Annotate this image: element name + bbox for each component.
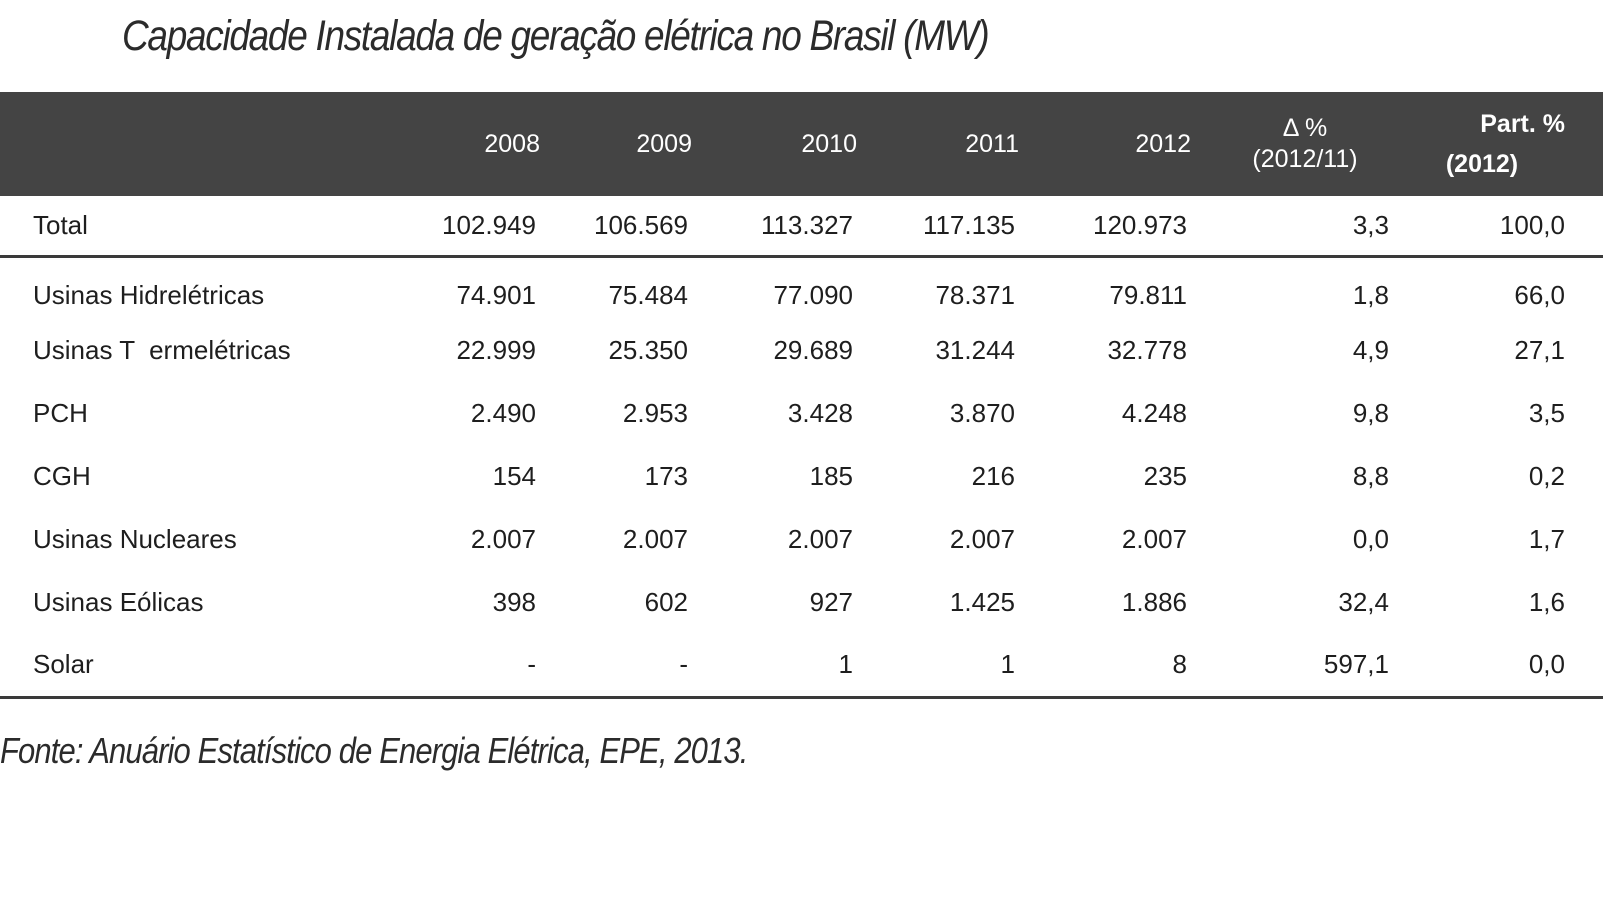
cell-2012: 2.007 bbox=[1121, 524, 1187, 554]
header-year-2008: 2008 bbox=[484, 129, 540, 158]
cell-part: 0,2 bbox=[1528, 461, 1565, 491]
cell-2012: 8 bbox=[1024, 634, 1196, 699]
table-header: 2008 2009 2010 2011 2012 Δ % (2012/11) P… bbox=[0, 92, 1603, 196]
cell-2011: 1 bbox=[862, 634, 1024, 699]
cell-delta: 8,8 bbox=[1352, 461, 1389, 491]
cell-delta: 32,4 bbox=[1338, 587, 1389, 617]
cell-2008: 398 bbox=[492, 587, 536, 617]
row-label: CGH bbox=[33, 461, 91, 491]
header-year-2012: 2012 bbox=[1135, 129, 1191, 158]
cell-2008: 74.901 bbox=[456, 279, 536, 310]
cell-2010: 1 bbox=[697, 634, 862, 699]
row-label: Total bbox=[0, 196, 405, 258]
table-row: Usinas T ermelétricas 22.999 25.350 29.6… bbox=[0, 319, 1603, 382]
capacity-table: 2008 2009 2010 2011 2012 Δ % (2012/11) P… bbox=[0, 92, 1603, 699]
cell-2009: 2.007 bbox=[622, 524, 688, 554]
cell-2010: 3.428 bbox=[787, 398, 853, 428]
row-label: PCH bbox=[33, 398, 88, 428]
cell-2012: 120.973 bbox=[1024, 196, 1196, 258]
cell-delta: 1,8 bbox=[1352, 279, 1389, 310]
cell-2009: 25.350 bbox=[608, 335, 688, 365]
cell-2011: 31.244 bbox=[935, 335, 1015, 365]
cell-2008: - bbox=[405, 634, 545, 699]
row-label: Solar bbox=[0, 634, 405, 699]
header-year-2011: 2011 bbox=[965, 129, 1019, 158]
table-row: Usinas Eólicas 398 602 927 1.425 1.886 3… bbox=[0, 571, 1603, 634]
header-part-line1: Part. % bbox=[1480, 110, 1565, 138]
table-row: Usinas Hidrelétricas 74.901 75.484 77.09… bbox=[0, 256, 1603, 319]
header-year-2009: 2009 bbox=[636, 129, 692, 158]
cell-2010: 185 bbox=[809, 461, 853, 491]
cell-part: 1,6 bbox=[1528, 587, 1565, 617]
cell-2012: 4.248 bbox=[1121, 398, 1187, 428]
cell-delta: 9,8 bbox=[1352, 398, 1389, 428]
cell-part: 100,0 bbox=[1389, 196, 1603, 258]
table-row: Solar - - 1 1 8 597,1 0,0 bbox=[0, 634, 1603, 699]
header-label bbox=[0, 92, 405, 196]
cell-part: 1,7 bbox=[1528, 524, 1565, 554]
cell-2010: 2.007 bbox=[787, 524, 853, 554]
cell-2010: 113.327 bbox=[697, 196, 862, 258]
row-label: Usinas Eólicas bbox=[33, 587, 204, 617]
table-row: Usinas Nucleares 2.007 2.007 2.007 2.007… bbox=[0, 508, 1603, 571]
cell-2011: 117.135 bbox=[862, 196, 1024, 258]
row-label: Usinas Hidrelétricas bbox=[33, 279, 265, 310]
cell-2011: 3.870 bbox=[949, 398, 1015, 428]
row-label: Usinas Nucleares bbox=[33, 524, 237, 554]
cell-2011: 2.007 bbox=[949, 524, 1015, 554]
cell-2009: - bbox=[545, 634, 697, 699]
cell-part: 3,5 bbox=[1528, 398, 1565, 428]
cell-2009: 106.569 bbox=[545, 196, 697, 258]
cell-part: 66,0 bbox=[1514, 279, 1565, 310]
cell-delta: 0,0 bbox=[1352, 524, 1389, 554]
cell-2008: 154 bbox=[492, 461, 536, 491]
capacity-table-container: 2008 2009 2010 2011 2012 Δ % (2012/11) P… bbox=[0, 92, 1603, 699]
cell-2008: 102.949 bbox=[405, 196, 545, 258]
cell-2009: 75.484 bbox=[608, 279, 688, 310]
cell-delta: 4,9 bbox=[1352, 335, 1389, 365]
table-row: CGH 154 173 185 216 235 8,8 0,2 bbox=[0, 445, 1603, 508]
cell-2011: 1.425 bbox=[949, 587, 1015, 617]
cell-delta: 3,3 bbox=[1196, 196, 1389, 258]
table-title: Capacidade Instalada de geração elétrica… bbox=[122, 12, 990, 60]
header-part: Part. % (2012) bbox=[1389, 92, 1603, 196]
header-part-line2: (2012) bbox=[1445, 150, 1519, 178]
cell-2012: 32.778 bbox=[1107, 335, 1187, 365]
cell-2009: 2.953 bbox=[622, 398, 688, 428]
table-row: PCH 2.490 2.953 3.428 3.870 4.248 9,8 3,… bbox=[0, 382, 1603, 445]
cell-part: 0,0 bbox=[1389, 634, 1603, 699]
cell-2012: 79.811 bbox=[1109, 279, 1187, 310]
cell-2011: 78.371 bbox=[935, 279, 1015, 310]
cell-2009: 602 bbox=[644, 587, 688, 617]
cell-2012: 235 bbox=[1143, 461, 1187, 491]
header-year-2010: 2010 bbox=[801, 129, 857, 158]
cell-part: 27,1 bbox=[1514, 335, 1565, 365]
cell-2011: 216 bbox=[971, 461, 1015, 491]
row-label: Usinas T ermelétricas bbox=[33, 335, 291, 365]
total-row: Total 102.949 106.569 113.327 117.135 12… bbox=[0, 196, 1603, 258]
cell-delta: 597,1 bbox=[1196, 634, 1389, 699]
header-delta-line1: Δ % bbox=[1282, 114, 1328, 142]
cell-2008: 22.999 bbox=[456, 335, 536, 365]
header-delta: Δ % (2012/11) bbox=[1196, 92, 1389, 196]
cell-2008: 2.007 bbox=[470, 524, 536, 554]
cell-2012: 1.886 bbox=[1121, 587, 1187, 617]
cell-2009: 173 bbox=[644, 461, 688, 491]
header-delta-line2: (2012/11) bbox=[1252, 145, 1358, 173]
cell-2010: 927 bbox=[809, 587, 853, 617]
source-note: Fonte: Anuário Estatístico de Energia El… bbox=[0, 730, 748, 771]
cell-2010: 77.090 bbox=[773, 279, 853, 310]
table-body: Total 102.949 106.569 113.327 117.135 12… bbox=[0, 196, 1603, 699]
cell-2008: 2.490 bbox=[470, 398, 536, 428]
cell-2010: 29.689 bbox=[773, 335, 853, 365]
header-row: 2008 2009 2010 2011 2012 Δ % (2012/11) P… bbox=[0, 92, 1603, 196]
